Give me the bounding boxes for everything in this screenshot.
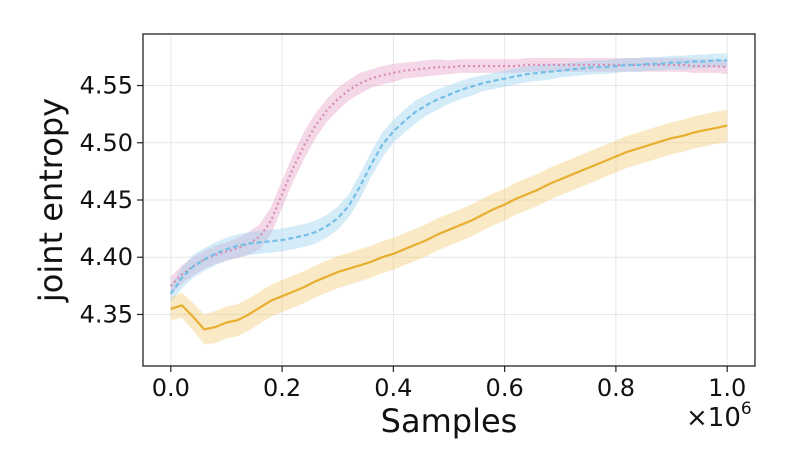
- y-axis-ticks: 4.35 4.40 4.45 4.50 4.55: [80, 72, 143, 328]
- y-tick-label: 4.40: [80, 243, 133, 271]
- y-axis-label: joint entropy: [32, 98, 70, 303]
- x-axis-ticks: 0.0 0.2 0.4 0.6 0.8 1.0: [152, 366, 746, 402]
- series-1-line: [170, 63, 728, 287]
- x-tick-label: 0.6: [486, 374, 524, 402]
- y-tick-label: 4.45: [80, 186, 133, 214]
- series-3-line: [170, 124, 728, 331]
- x-tick-label: 1.0: [708, 374, 746, 402]
- series-2-band: [170, 53, 728, 303]
- x-axis-offset-exponent: 6: [741, 399, 752, 419]
- x-axis-offset-label: ×106: [686, 399, 752, 433]
- x-axis-label: Samples: [381, 402, 518, 440]
- x-tick-label: 0.4: [374, 374, 412, 402]
- confidence-bands: [170, 53, 728, 345]
- y-tick-label: 4.55: [80, 72, 133, 100]
- series-lines: [169, 59, 728, 331]
- series-2-line: [169, 59, 728, 295]
- y-tick-label: 4.35: [80, 300, 133, 328]
- y-tick-label: 4.50: [80, 129, 133, 157]
- x-axis-offset-base: ×10: [686, 403, 741, 433]
- series-3-band: [170, 109, 728, 345]
- x-tick-label: 0.0: [152, 374, 190, 402]
- x-tick-label: 0.2: [263, 374, 301, 402]
- x-tick-label: 0.8: [597, 374, 635, 402]
